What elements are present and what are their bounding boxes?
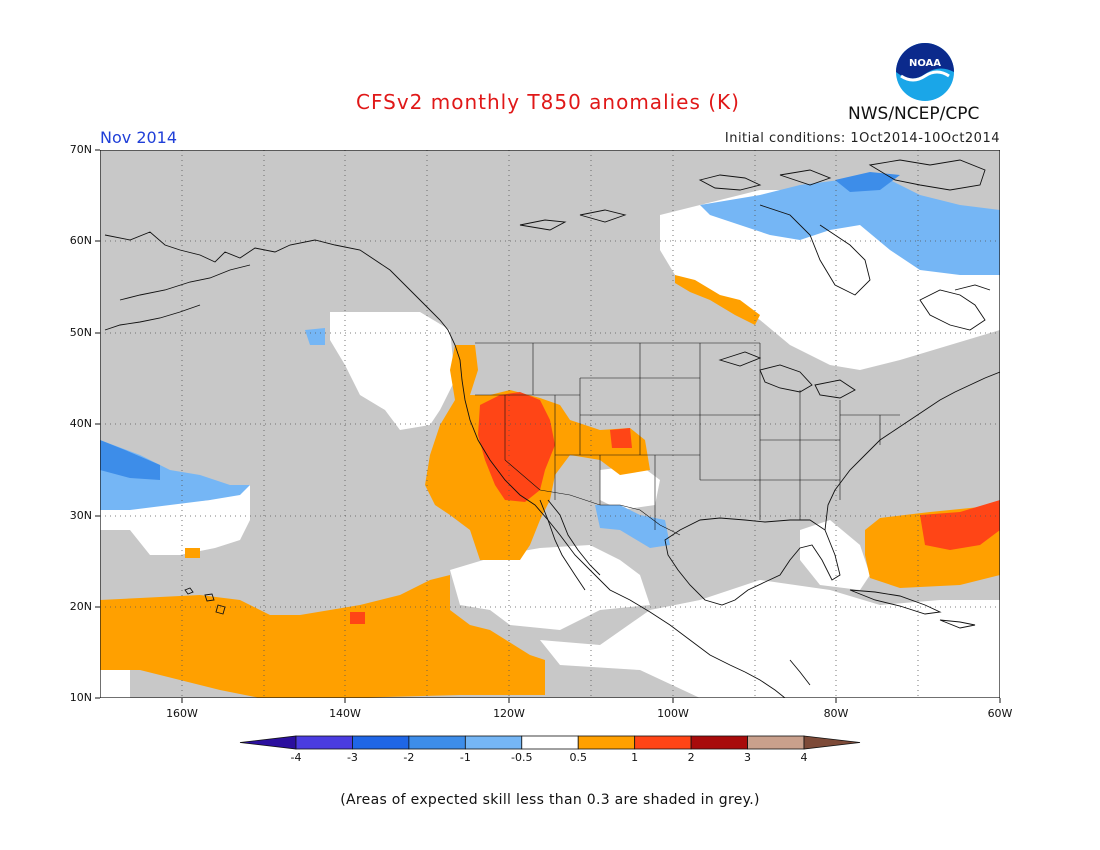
legend-swatch-max	[803, 735, 861, 750]
initial-conditions-label: Initial conditions: 1Oct2014-10Oct2014	[724, 131, 1000, 146]
cool-anomaly-mid	[100, 172, 900, 480]
state-borders	[475, 342, 900, 536]
lat-label-30n: 30N	[69, 509, 92, 522]
legend-swatch-min	[239, 735, 297, 750]
legend-swatch	[464, 735, 523, 750]
legend-swatch	[747, 735, 805, 750]
legend-swatch	[295, 735, 353, 750]
legend-tick-label: 3	[744, 751, 752, 764]
lat-label-10n: 10N	[69, 691, 92, 704]
color-legend-boxes	[239, 735, 861, 750]
axis-ticks	[95, 149, 1001, 703]
lat-label-40n: 40N	[69, 417, 92, 430]
lon-label-120w: 120W	[493, 707, 525, 720]
skill-footnote: (Areas of expected skill less than 0.3 a…	[340, 792, 760, 808]
near-normal-regions	[100, 185, 1000, 698]
map-title: CFSv2 monthly T850 anomalies (K)	[356, 90, 740, 114]
legend-swatch	[690, 735, 748, 750]
legend-swatch	[577, 735, 636, 750]
lat-label-70n: 70N	[69, 143, 92, 156]
lon-label-160w: 160W	[166, 707, 198, 720]
legend-tick-label: -4	[290, 751, 302, 764]
legend-tick-label: 1	[631, 751, 639, 764]
warm-anomaly-strong	[350, 392, 1000, 624]
lon-label-60w: 60W	[987, 707, 1013, 720]
lon-label-100w: 100W	[657, 707, 689, 720]
legend-tick-label: 0.5	[569, 751, 587, 764]
agency-label: NWS/NCEP/CPC	[848, 104, 980, 124]
forecast-month: Nov 2014	[100, 128, 178, 147]
legend-swatch	[352, 735, 410, 750]
legend-tick-label: -2	[403, 751, 415, 764]
lon-label-140w: 140W	[329, 707, 361, 720]
legend-tick-label: 4	[800, 751, 808, 764]
lat-label-20n: 20N	[69, 600, 92, 613]
noaa-logo: NOAA	[894, 41, 956, 103]
coastlines	[104, 159, 1000, 698]
legend-tick-label: 2	[687, 751, 695, 764]
legend-tick-label: -3	[346, 751, 358, 764]
legend-swatch	[521, 735, 579, 750]
noaa-logo-text: NOAA	[909, 58, 941, 69]
legend-swatch	[408, 735, 466, 750]
map-grid	[100, 150, 1000, 698]
legend-tick-label: -0.5	[511, 751, 533, 764]
lat-label-50n: 50N	[69, 326, 92, 339]
legend-tick-label: -1	[459, 751, 471, 764]
lon-label-80w: 80W	[823, 707, 849, 720]
lat-label-60n: 60N	[69, 234, 92, 247]
legend-swatch	[634, 735, 692, 750]
map-field	[100, 150, 1000, 698]
